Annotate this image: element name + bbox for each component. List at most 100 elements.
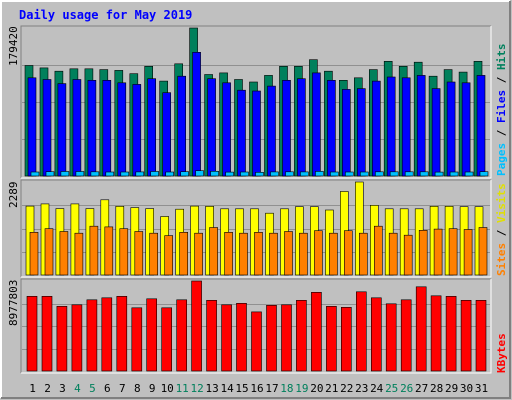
pages-bar-day-19: [300, 171, 309, 177]
pages-bar-day-28: [434, 171, 444, 177]
sites-bar-day-23: [358, 232, 368, 276]
day-label-25: 25: [385, 382, 398, 395]
kbytes-bar-day-26: [400, 299, 412, 372]
sites-bar-day-30: [463, 229, 473, 276]
pages-bar-day-16: [255, 172, 264, 177]
visits-sites-panel: 2289 Sites / Visits: [7, 179, 508, 278]
kbytes-bar-day-19: [296, 299, 307, 372]
kbytes-bar-day-15: [236, 302, 247, 372]
kbytes-bar-day-24: [370, 297, 382, 372]
pages-bar-day-10: [165, 171, 174, 177]
day-label-19: 19: [295, 382, 308, 395]
hits-ymax-label: 179420: [7, 26, 20, 66]
files-bar-day-18: [282, 80, 291, 177]
day-label-2: 2: [44, 382, 51, 395]
day-label-15: 15: [235, 382, 248, 395]
day-label-21: 21: [325, 382, 338, 395]
sites-bar-day-5: [89, 225, 99, 276]
sites-bar-day-19: [299, 232, 308, 276]
sites-bar-day-7: [119, 228, 129, 276]
day-label-14: 14: [220, 382, 234, 395]
files-bar-day-11: [177, 75, 186, 177]
files-bar-day-28: [431, 88, 441, 177]
files-bar-day-22: [341, 89, 351, 177]
files-bar-day-10: [162, 92, 171, 177]
legend-files: Files: [495, 90, 508, 123]
pages-bar-day-13: [210, 171, 219, 177]
sites-bar-day-27: [418, 230, 428, 276]
kbytes-bar-day-9: [146, 298, 157, 372]
kbytes-bar-day-8: [131, 307, 143, 372]
sites-bar-day-17: [269, 232, 278, 276]
pages-bar-day-20: [315, 171, 324, 177]
legend-separator: /: [495, 123, 508, 143]
sites-bar-day-12: [194, 232, 203, 276]
visits-panel-legend: Sites / Visits: [495, 183, 508, 276]
kbytes-ymax-label: 8977803: [7, 280, 20, 326]
hits-panel-legend: Pages / Files / Hits: [495, 44, 508, 177]
pages-bar-day-31: [479, 171, 489, 177]
hits-files-pages-panel: 179420 Pages / Files / Hits: [7, 25, 508, 179]
kbytes-bar-day-5: [86, 299, 98, 372]
files-bar-day-1: [27, 77, 37, 177]
sites-bar-day-9: [149, 232, 158, 276]
sites-bar-day-26: [403, 234, 413, 276]
day-label-31: 31: [475, 382, 488, 395]
files-bar-day-12: [192, 51, 201, 177]
day-label-13: 13: [205, 382, 218, 395]
sites-bar-day-13: [209, 227, 218, 276]
files-bar-day-13: [207, 78, 216, 177]
day-label-24: 24: [370, 382, 384, 395]
day-label-28: 28: [430, 382, 443, 395]
sites-bar-day-16: [254, 232, 263, 276]
x-axis-day-labels: 1 2 3 4 5 6 7 8 9 10 11 12 13 14 15 16 17 18 19 20 21 22 23 24 2…: [29, 382, 488, 395]
pages-bar-day-7: [120, 171, 130, 177]
day-label-18: 18: [280, 382, 293, 395]
kbytes-bar-day-31: [475, 299, 487, 372]
day-label-3: 3: [59, 382, 66, 395]
kbytes-bar-day-25: [385, 303, 397, 372]
day-label-1: 1: [29, 382, 36, 395]
sites-bar-day-6: [104, 226, 114, 276]
pages-bar-day-29: [449, 171, 459, 177]
sites-bar-day-15: [239, 232, 248, 276]
legend-separator: /: [495, 223, 508, 243]
pages-bar-day-26: [404, 171, 414, 177]
files-bar-day-30: [461, 82, 471, 177]
legend-hits: Hits: [495, 44, 508, 71]
visits-ymax-label: 2289: [7, 182, 20, 209]
sites-bar-day-18: [284, 231, 293, 276]
legend-kbytes: KBytes: [495, 333, 508, 373]
day-label-30: 30: [460, 382, 473, 395]
kbytes-bar-day-16: [251, 311, 262, 372]
kbytes-bar-day-11: [176, 299, 187, 372]
pages-bar-day-27: [419, 171, 429, 177]
pages-bar-day-2: [45, 171, 55, 177]
kbytes-legend-text: KBytes: [495, 333, 508, 373]
files-bar-day-27: [416, 75, 426, 177]
day-label-17: 17: [265, 382, 278, 395]
files-bar-day-23: [356, 88, 366, 177]
kbytes-bar-day-22: [340, 306, 352, 372]
sites-bar-day-8: [134, 231, 144, 276]
panel-bevel-dark: [20, 25, 491, 178]
pages-bar-day-8: [135, 171, 145, 177]
day-label-27: 27: [415, 382, 428, 395]
sites-bar-day-20: [314, 230, 323, 276]
files-bar-day-24: [371, 80, 381, 177]
kbytes-bar-day-28: [430, 295, 442, 372]
chart-title: Daily usage for May 2019: [19, 8, 192, 22]
kbytes-bar-day-7: [116, 295, 128, 372]
files-bar-day-26: [401, 77, 411, 177]
sites-bar-day-29: [448, 228, 458, 276]
files-bar-day-21: [327, 80, 336, 177]
kbytes-panel-legend: KBytes: [495, 333, 508, 373]
files-bar-day-3: [57, 83, 67, 177]
files-bar-day-5: [87, 80, 97, 177]
legend-sites: Sites: [495, 243, 508, 276]
kbytes-bars: [22, 280, 490, 372]
day-label-26: 26: [400, 382, 413, 395]
kbytes-bar-day-30: [460, 299, 472, 372]
